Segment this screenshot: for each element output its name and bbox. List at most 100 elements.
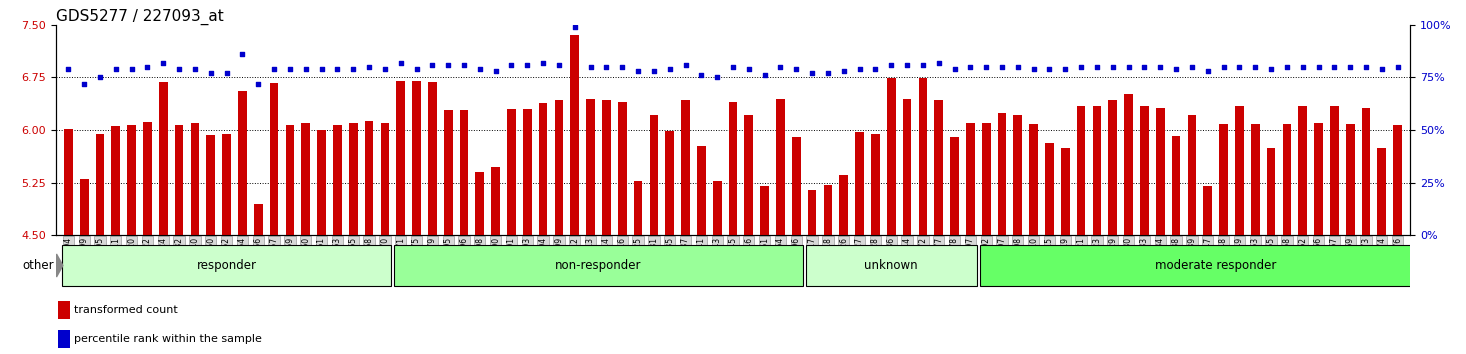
Bar bbox=[1171, 136, 1180, 354]
Point bbox=[1148, 64, 1171, 70]
Point bbox=[1164, 66, 1187, 72]
Bar bbox=[158, 82, 167, 354]
Point bbox=[279, 66, 302, 72]
Point bbox=[1306, 64, 1330, 70]
Point bbox=[437, 62, 460, 68]
Point bbox=[1338, 64, 1362, 70]
Point bbox=[1069, 64, 1092, 70]
Point bbox=[912, 62, 935, 68]
Bar bbox=[1045, 143, 1054, 354]
Bar bbox=[982, 123, 991, 354]
Bar bbox=[59, 301, 69, 319]
Bar bbox=[682, 100, 690, 354]
Point bbox=[847, 66, 871, 72]
Point bbox=[658, 66, 682, 72]
Point bbox=[975, 64, 998, 70]
Point bbox=[104, 66, 128, 72]
Bar bbox=[128, 125, 136, 354]
Point bbox=[943, 66, 966, 72]
Point bbox=[1180, 64, 1204, 70]
Bar bbox=[696, 145, 705, 354]
Bar bbox=[254, 204, 262, 354]
Bar bbox=[207, 135, 216, 354]
Point bbox=[1355, 64, 1378, 70]
Point bbox=[1259, 66, 1283, 72]
Bar bbox=[1314, 123, 1322, 354]
Bar bbox=[349, 123, 358, 354]
Bar bbox=[554, 100, 563, 354]
Point bbox=[57, 66, 81, 72]
Point bbox=[863, 66, 887, 72]
Text: transformed count: transformed count bbox=[73, 305, 177, 315]
Bar bbox=[412, 81, 421, 354]
Point bbox=[246, 81, 270, 87]
Point bbox=[72, 81, 95, 87]
Bar bbox=[1267, 148, 1275, 354]
Text: GDS5277 / 227093_at: GDS5277 / 227093_at bbox=[56, 8, 223, 25]
Point bbox=[959, 64, 982, 70]
Point bbox=[1212, 64, 1236, 70]
Bar bbox=[1220, 124, 1229, 354]
Point bbox=[484, 68, 507, 74]
Bar bbox=[633, 181, 642, 354]
Point bbox=[374, 66, 397, 72]
Bar bbox=[223, 133, 232, 354]
Bar bbox=[191, 123, 199, 354]
Point bbox=[531, 60, 554, 65]
Point bbox=[1054, 66, 1078, 72]
Text: responder: responder bbox=[196, 259, 257, 272]
Bar bbox=[1013, 115, 1022, 354]
Bar bbox=[903, 98, 912, 354]
Bar bbox=[1330, 105, 1338, 354]
Bar bbox=[270, 83, 279, 354]
Bar bbox=[365, 121, 374, 354]
Bar bbox=[1299, 105, 1308, 354]
Bar bbox=[1187, 115, 1196, 354]
Text: non-responder: non-responder bbox=[556, 259, 642, 272]
Point bbox=[167, 66, 191, 72]
Point bbox=[674, 62, 698, 68]
Bar bbox=[1234, 106, 1243, 354]
Point bbox=[151, 60, 174, 65]
Point bbox=[468, 66, 491, 72]
Bar bbox=[1362, 108, 1371, 354]
Bar bbox=[1393, 125, 1401, 354]
Point bbox=[1322, 64, 1346, 70]
Bar bbox=[1204, 186, 1212, 354]
Bar bbox=[871, 134, 880, 354]
Point bbox=[800, 70, 824, 76]
Point bbox=[784, 66, 808, 72]
Point bbox=[216, 70, 239, 76]
Point bbox=[626, 68, 649, 74]
Bar bbox=[286, 125, 295, 354]
Bar bbox=[475, 172, 484, 354]
Point bbox=[325, 66, 349, 72]
Point bbox=[452, 62, 475, 68]
Bar bbox=[317, 130, 325, 354]
Point bbox=[1292, 64, 1315, 70]
Bar bbox=[65, 130, 73, 354]
Point bbox=[880, 62, 903, 68]
Bar bbox=[460, 110, 468, 354]
Bar bbox=[1141, 105, 1149, 354]
Bar bbox=[174, 125, 183, 354]
Point bbox=[1385, 64, 1409, 70]
Bar bbox=[840, 175, 849, 354]
Point bbox=[563, 24, 586, 30]
Bar bbox=[855, 132, 863, 354]
Point bbox=[230, 51, 254, 57]
Bar bbox=[491, 167, 500, 354]
Point bbox=[833, 68, 856, 74]
Point bbox=[199, 70, 223, 76]
Bar bbox=[1378, 148, 1387, 354]
Bar bbox=[59, 330, 69, 348]
Text: percentile rank within the sample: percentile rank within the sample bbox=[73, 334, 261, 344]
Point bbox=[405, 66, 428, 72]
Bar bbox=[887, 78, 896, 354]
Point bbox=[1275, 64, 1299, 70]
Bar bbox=[79, 179, 88, 354]
Point bbox=[1117, 64, 1141, 70]
Bar bbox=[950, 137, 959, 354]
Bar bbox=[444, 110, 453, 354]
Point bbox=[342, 66, 365, 72]
